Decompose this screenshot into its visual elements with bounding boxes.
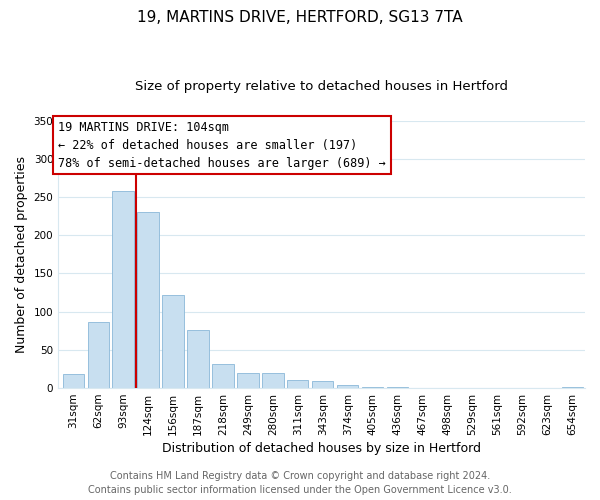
Bar (88, 322, 109, 388)
Bar (287, 380, 308, 388)
Text: 19, MARTINS DRIVE, HERTFORD, SG13 7TA: 19, MARTINS DRIVE, HERTFORD, SG13 7TA (137, 10, 463, 25)
Y-axis label: Number of detached properties: Number of detached properties (15, 156, 28, 353)
X-axis label: Distribution of detached houses by size in Hertford: Distribution of detached houses by size … (162, 442, 481, 455)
Bar (62, 374, 84, 388)
Bar (362, 386, 383, 388)
Bar (312, 381, 334, 388)
Bar (137, 212, 158, 388)
Title: Size of property relative to detached houses in Hertford: Size of property relative to detached ho… (135, 80, 508, 93)
Bar (187, 330, 209, 388)
Bar (562, 386, 583, 388)
Bar (262, 373, 284, 388)
Text: Contains HM Land Registry data © Crown copyright and database right 2024.
Contai: Contains HM Land Registry data © Crown c… (88, 471, 512, 495)
Text: 19 MARTINS DRIVE: 104sqm
← 22% of detached houses are smaller (197)
78% of semi-: 19 MARTINS DRIVE: 104sqm ← 22% of detach… (58, 120, 386, 170)
Bar (212, 364, 233, 388)
Bar (112, 191, 134, 388)
Bar (163, 295, 184, 388)
Bar (238, 373, 259, 388)
Bar (337, 385, 358, 388)
